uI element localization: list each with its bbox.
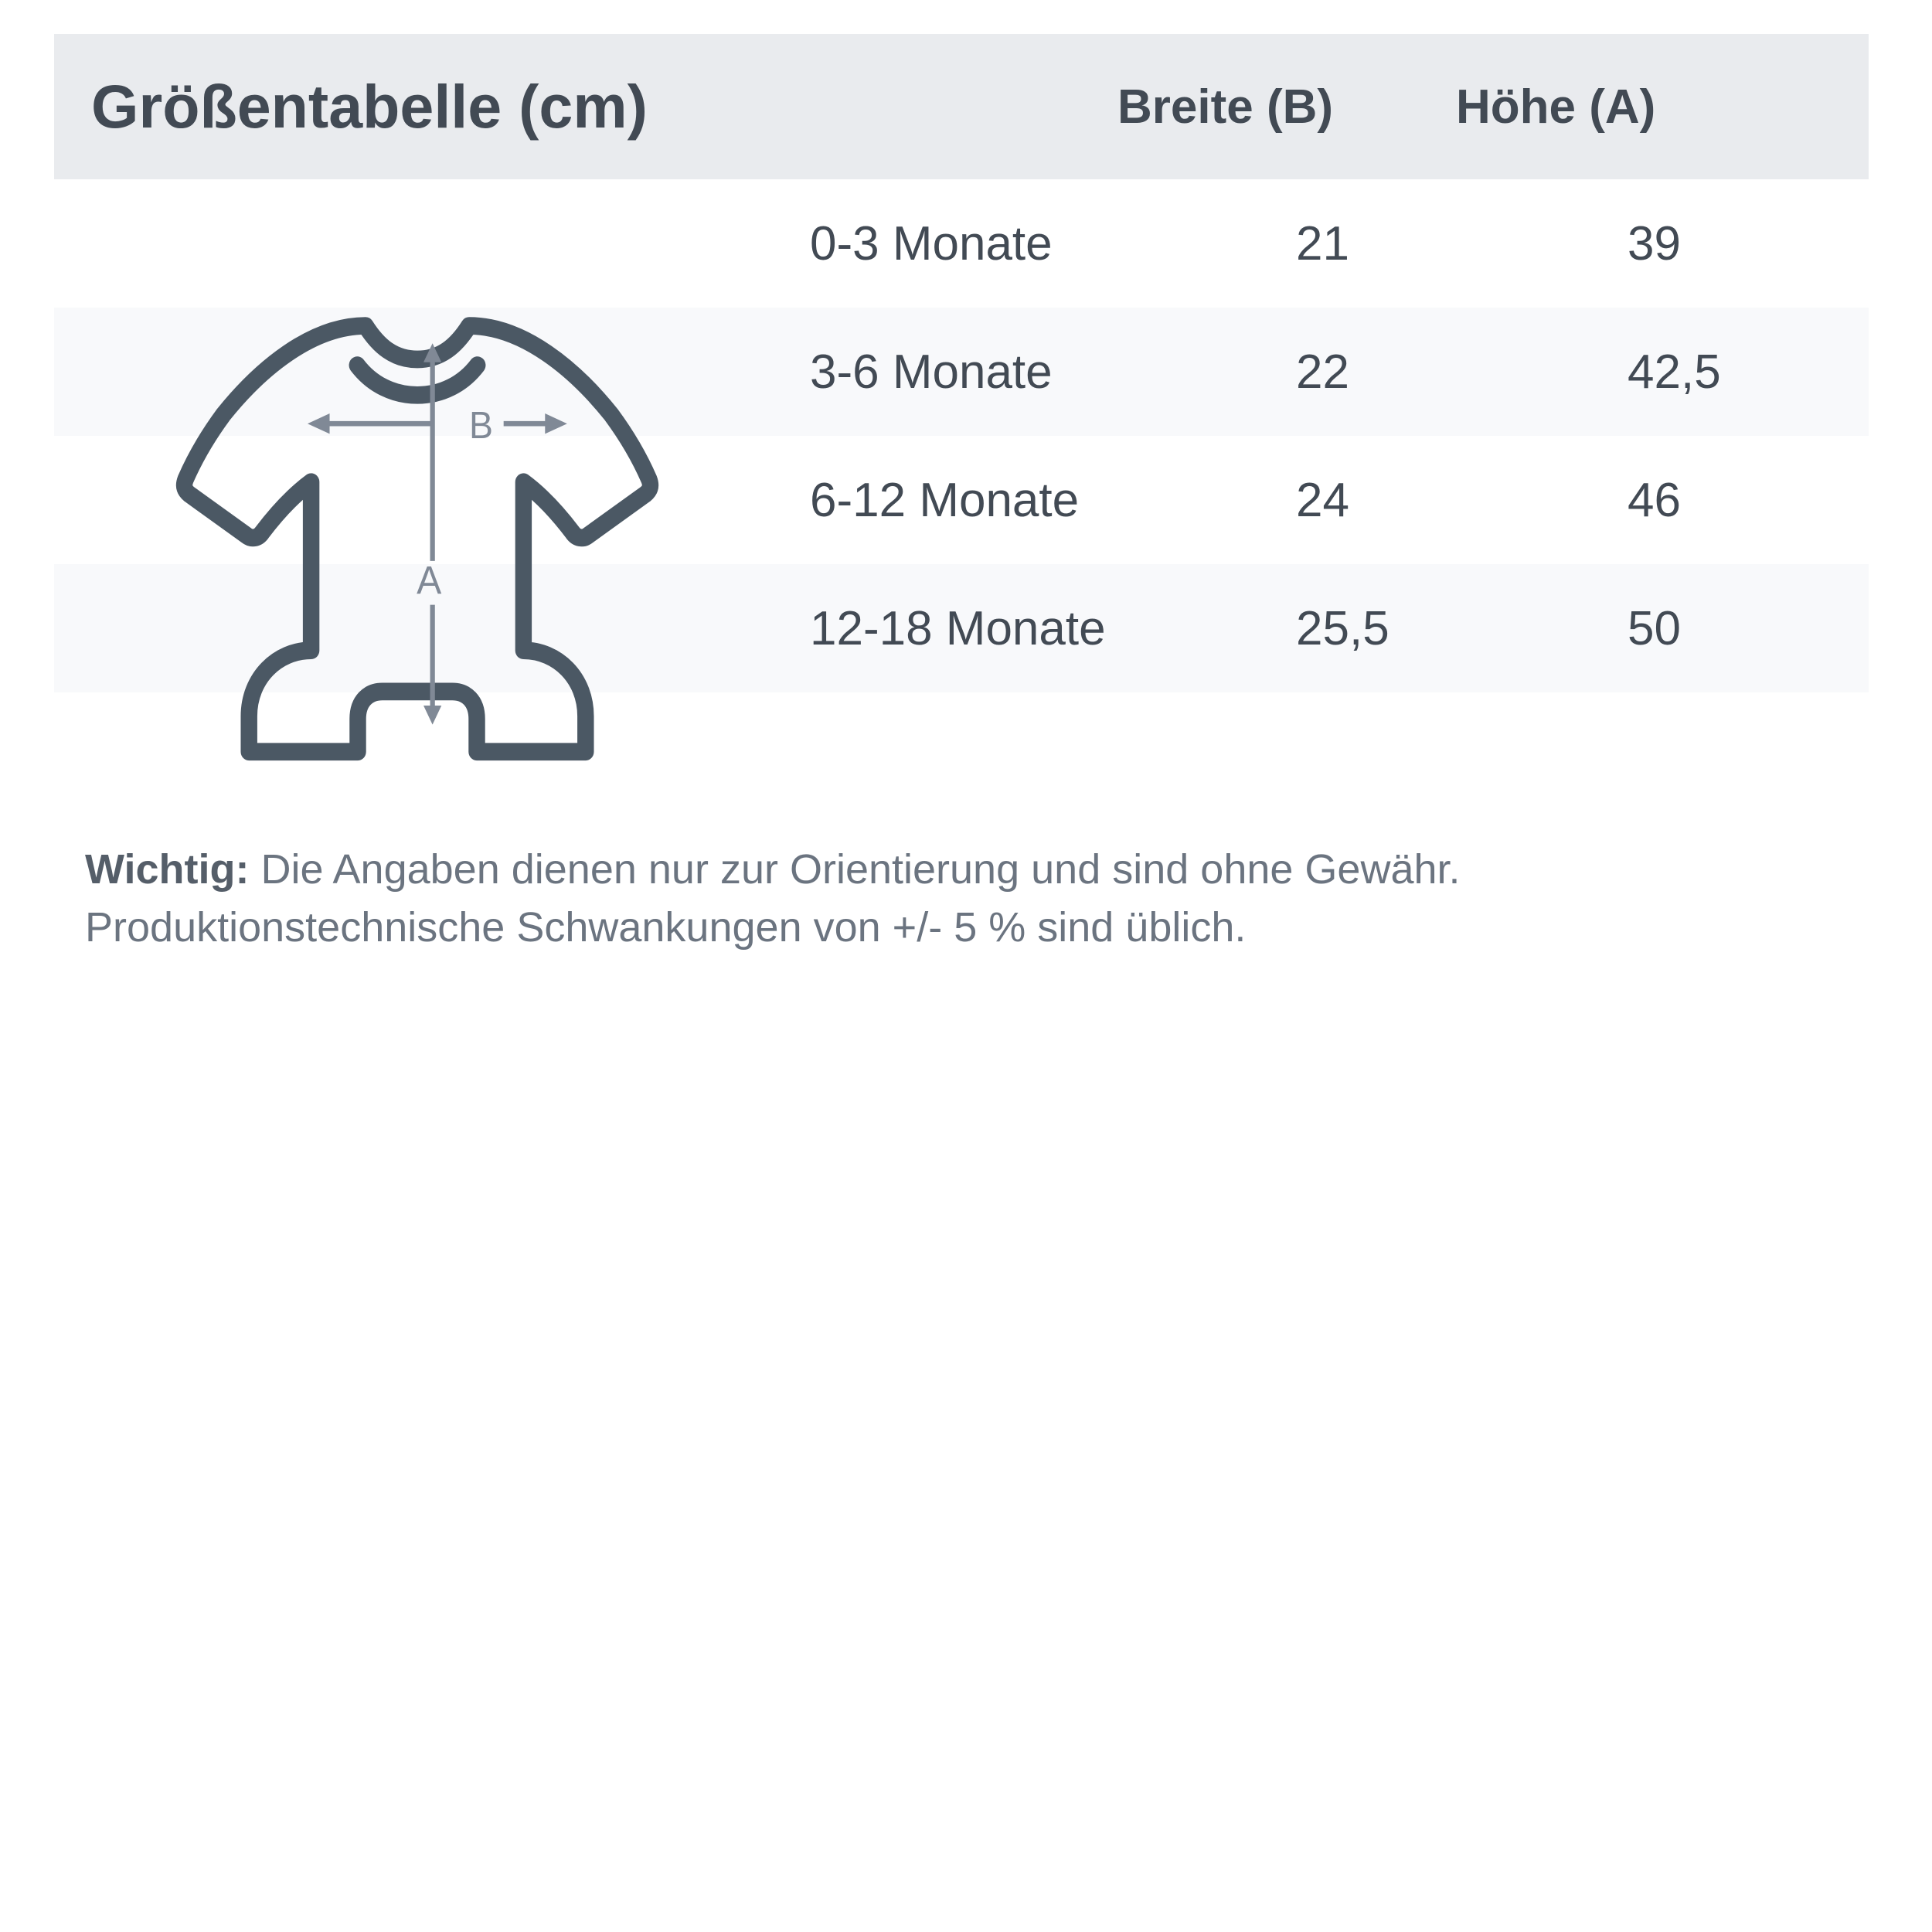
svg-text:A: A bbox=[417, 558, 442, 603]
svg-text:B: B bbox=[469, 405, 493, 447]
